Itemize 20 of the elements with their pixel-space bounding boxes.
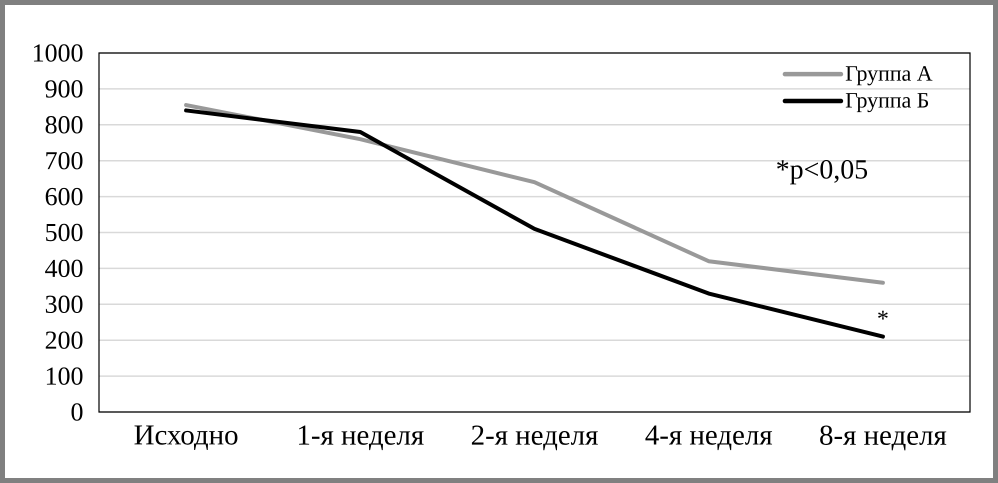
y-tick-label: 900 [45, 80, 82, 98]
y-tick-label: 300 [46, 296, 82, 314]
y-tick-label: 0 [72, 403, 82, 421]
y-tick-label: 200 [46, 331, 82, 349]
legend-label: Группа Б [846, 93, 928, 112]
x-tick-label: Исходно [134, 426, 238, 450]
y-tick-label: 1000 [34, 44, 82, 62]
annotation: *p<0,05 [777, 160, 868, 184]
y-tick-label: 100 [46, 367, 82, 385]
annotation: * [878, 310, 888, 320]
legend-label: Группа А [846, 66, 932, 86]
y-tick-label: 800 [46, 116, 82, 134]
x-tick-label: 2-я неделя [472, 426, 598, 450]
y-tick-label: 400 [45, 260, 82, 278]
y-tick-label: 600 [46, 188, 82, 206]
y-tick-label: 500 [46, 224, 82, 242]
x-tick-label: 4-я неделя [645, 426, 772, 450]
y-tick-label: 700 [46, 152, 82, 170]
x-tick-label: 8-я неделя [820, 426, 946, 450]
x-tick-label: 1-я неделя [298, 426, 424, 450]
